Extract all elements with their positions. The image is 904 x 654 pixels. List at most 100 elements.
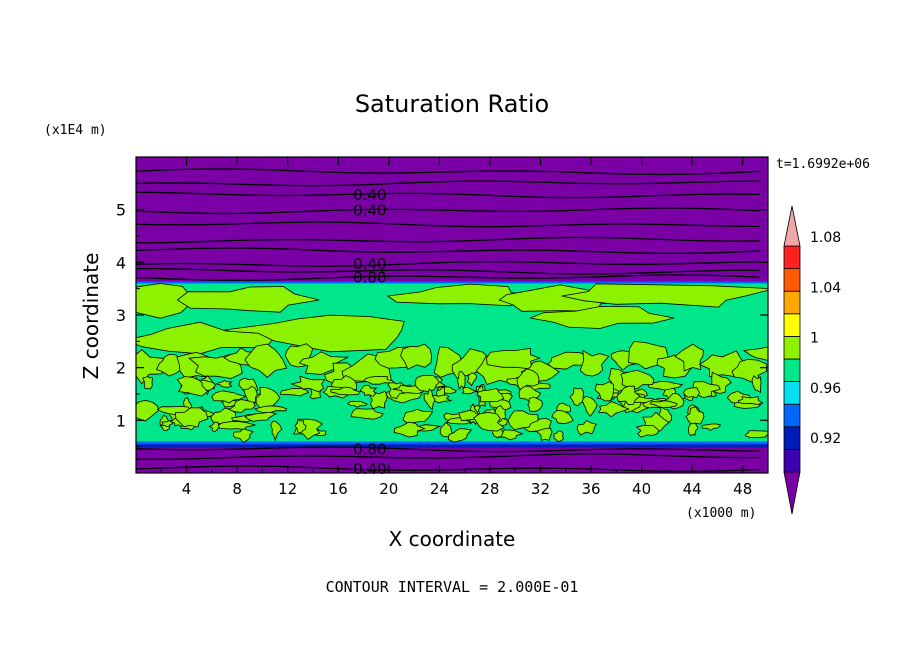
supersaturation-region: [683, 387, 701, 399]
supersaturation-region: [649, 400, 678, 409]
supersaturation-region: [142, 375, 153, 390]
contour-line: [136, 236, 761, 244]
time-label: t=1.6992e+06: [776, 157, 870, 172]
plot-area: [136, 157, 768, 473]
supersaturation-region: [751, 375, 762, 394]
y-tick-label: 4: [116, 253, 126, 272]
x-tick-label: 40: [632, 480, 651, 498]
supersaturation-region: [228, 399, 256, 413]
x-tick-label: 20: [379, 480, 398, 498]
contour-line: [136, 221, 761, 228]
supersaturation-region: [155, 353, 183, 377]
supersaturation-region: [423, 388, 436, 411]
contour-line: [136, 465, 761, 473]
supersaturation-region: [620, 369, 655, 390]
contour-label: 0.40: [353, 202, 386, 220]
contour-label: 0.40: [353, 186, 386, 204]
supersaturation-region: [359, 384, 378, 397]
contour-line: [136, 191, 761, 199]
supersaturation-region: [701, 423, 722, 431]
contour-label: 0.80: [353, 269, 386, 287]
supersaturation-region: [744, 430, 768, 439]
x-tick-label: 8: [232, 480, 242, 498]
supersaturation-region: [576, 419, 597, 436]
supersaturation-region: [466, 372, 477, 387]
supersaturation-region: [635, 424, 660, 438]
supersaturation-region: [393, 421, 426, 438]
supersaturation-region: [457, 371, 466, 391]
y-axis-label: Z coordinate: [79, 253, 103, 380]
supersaturation-region: [136, 399, 160, 422]
supersaturation-region: [685, 406, 705, 425]
supersaturation-region: [270, 420, 283, 442]
colorbar-segment: [783, 426, 801, 450]
x-unit-label: (x1000 m): [686, 506, 756, 521]
supersaturation-region: [298, 351, 350, 375]
supersaturation-region: [579, 349, 610, 377]
colorbar-min-arrow: [783, 471, 801, 515]
supersaturation-region: [489, 399, 512, 411]
colorbar-tick-label: 0.96: [810, 381, 841, 397]
supersaturation-region: [447, 428, 473, 443]
colorbar-tick-label: 1: [810, 331, 819, 347]
supersaturation-region: [330, 386, 361, 396]
supersaturation-region: [402, 408, 434, 424]
supersaturation-region: [211, 390, 247, 404]
supersaturation-region: [737, 396, 764, 405]
supersaturation-region: [136, 283, 204, 319]
contour-label: 0.80: [353, 440, 386, 458]
supersaturation-region: [243, 385, 258, 403]
supersaturation-region: [553, 430, 564, 442]
supersaturation-region: [528, 306, 675, 329]
colorbar-tick-label: 1.04: [810, 280, 841, 296]
supersaturation-region: [547, 351, 593, 370]
contour-label: 0.40: [353, 255, 386, 273]
x-axis-label: X coordinate: [389, 527, 516, 551]
colorbar-segment: [783, 245, 801, 270]
supersaturation-region: [642, 411, 670, 434]
y-tick-label: 5: [116, 201, 126, 220]
x-tick-label: 28: [480, 480, 499, 498]
supersaturation-region: [244, 343, 288, 378]
supersaturation-region: [254, 405, 288, 413]
colorbar-segment: [783, 313, 801, 337]
colorbar-max-arrow: [783, 205, 801, 247]
supersaturation-region: [174, 407, 209, 428]
x-tick-label: 44: [683, 480, 702, 498]
x-tick-label: 16: [329, 480, 348, 498]
supersaturation-region: [136, 321, 273, 355]
supersaturation-region: [597, 401, 630, 418]
supersaturation-region: [294, 418, 307, 434]
contour-interval-note: CONTOUR INTERVAL = 2.000E-01: [326, 578, 579, 596]
supersaturation-region: [400, 343, 433, 370]
supersaturation-region: [476, 387, 505, 403]
supersaturation-region: [136, 349, 164, 385]
supersaturation-region: [674, 343, 704, 372]
supersaturation-region: [414, 374, 440, 392]
supersaturation-region: [232, 428, 254, 444]
colorbar-segment: [783, 290, 801, 315]
supersaturation-region: [581, 395, 598, 417]
colorbar-segment: [783, 381, 801, 405]
supersaturation-region: [224, 314, 405, 353]
colorbar-segment: [783, 448, 801, 473]
supersaturation-region: [742, 346, 768, 361]
supersaturation-region: [347, 400, 368, 408]
colorbar-segment: [783, 335, 801, 360]
supersaturation-region: [507, 410, 539, 431]
x-tick-label: 48: [733, 480, 752, 498]
x-tick-label: 12: [278, 480, 297, 498]
supersaturation-region: [176, 286, 320, 313]
contour-line: [136, 247, 761, 255]
colorbar-tick-label: 0.92: [810, 431, 841, 447]
supersaturation-region: [594, 381, 615, 402]
x-tick-label: 4: [182, 480, 192, 498]
x-tick-label: 36: [581, 480, 600, 498]
y-tick-label: 3: [116, 306, 126, 325]
colorbar-tick-label: 1.08: [810, 230, 841, 246]
y-unit-label: (x1E4 m): [44, 123, 107, 138]
band-transition-bottom: [136, 441, 768, 445]
contour-label: 0.40: [353, 460, 386, 478]
supersaturation-region: [461, 387, 479, 395]
